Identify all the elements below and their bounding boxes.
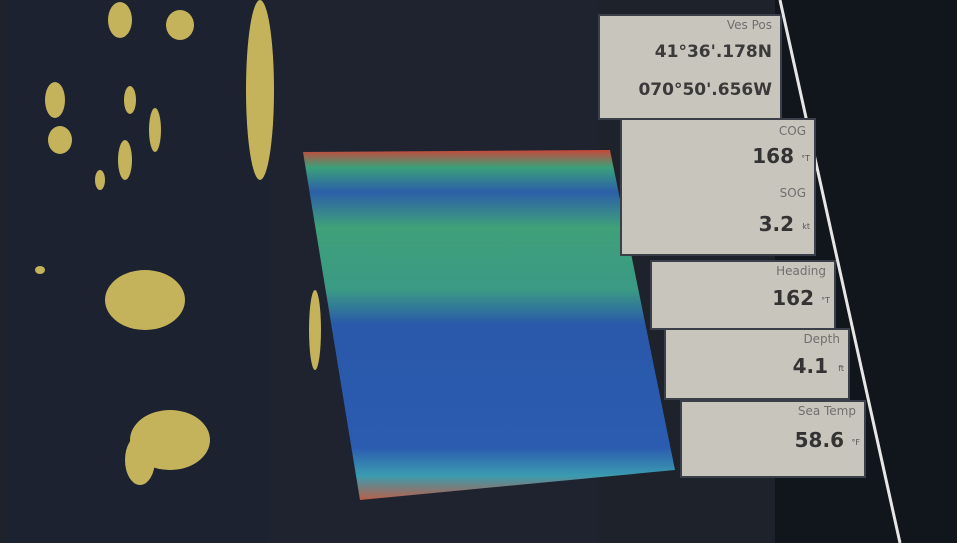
sog-value: 3.2	[758, 212, 794, 236]
position-label: Ves Pos	[726, 18, 772, 32]
sonar-echo	[303, 150, 675, 500]
depth-panel: Depth 4.1 ft	[664, 328, 850, 400]
sea-temp-panel: Sea Temp 58.6 °F	[680, 400, 866, 478]
sea-temp-label: Sea Temp	[797, 404, 856, 418]
radar-echoes	[35, 0, 321, 485]
sea-temp-value: 58.6	[794, 428, 844, 452]
heading-panel: Heading 162 °T	[650, 260, 836, 330]
depth-unit: ft	[838, 364, 844, 373]
latitude: 41°36'.178N	[654, 42, 772, 62]
cog-unit: °T	[801, 154, 810, 163]
longitude: 070°50'.656W	[638, 80, 772, 100]
cog-label: COG	[778, 124, 806, 138]
heading-label: Heading	[776, 264, 826, 278]
position-panel: Ves Pos 41°36'.178N 070°50'.656W	[598, 14, 782, 120]
cog-value: 168	[752, 144, 794, 168]
sog-unit: kt	[802, 222, 810, 231]
heading-unit: °T	[821, 296, 830, 305]
depth-value: 4.1	[792, 354, 828, 378]
sog-label: SOG	[779, 186, 806, 200]
heading-value: 162	[772, 286, 814, 310]
sea-temp-unit: °F	[851, 438, 860, 447]
course-speed-panel: COG 168 °T SOG 3.2 kt	[620, 118, 816, 256]
depth-label: Depth	[803, 332, 840, 346]
